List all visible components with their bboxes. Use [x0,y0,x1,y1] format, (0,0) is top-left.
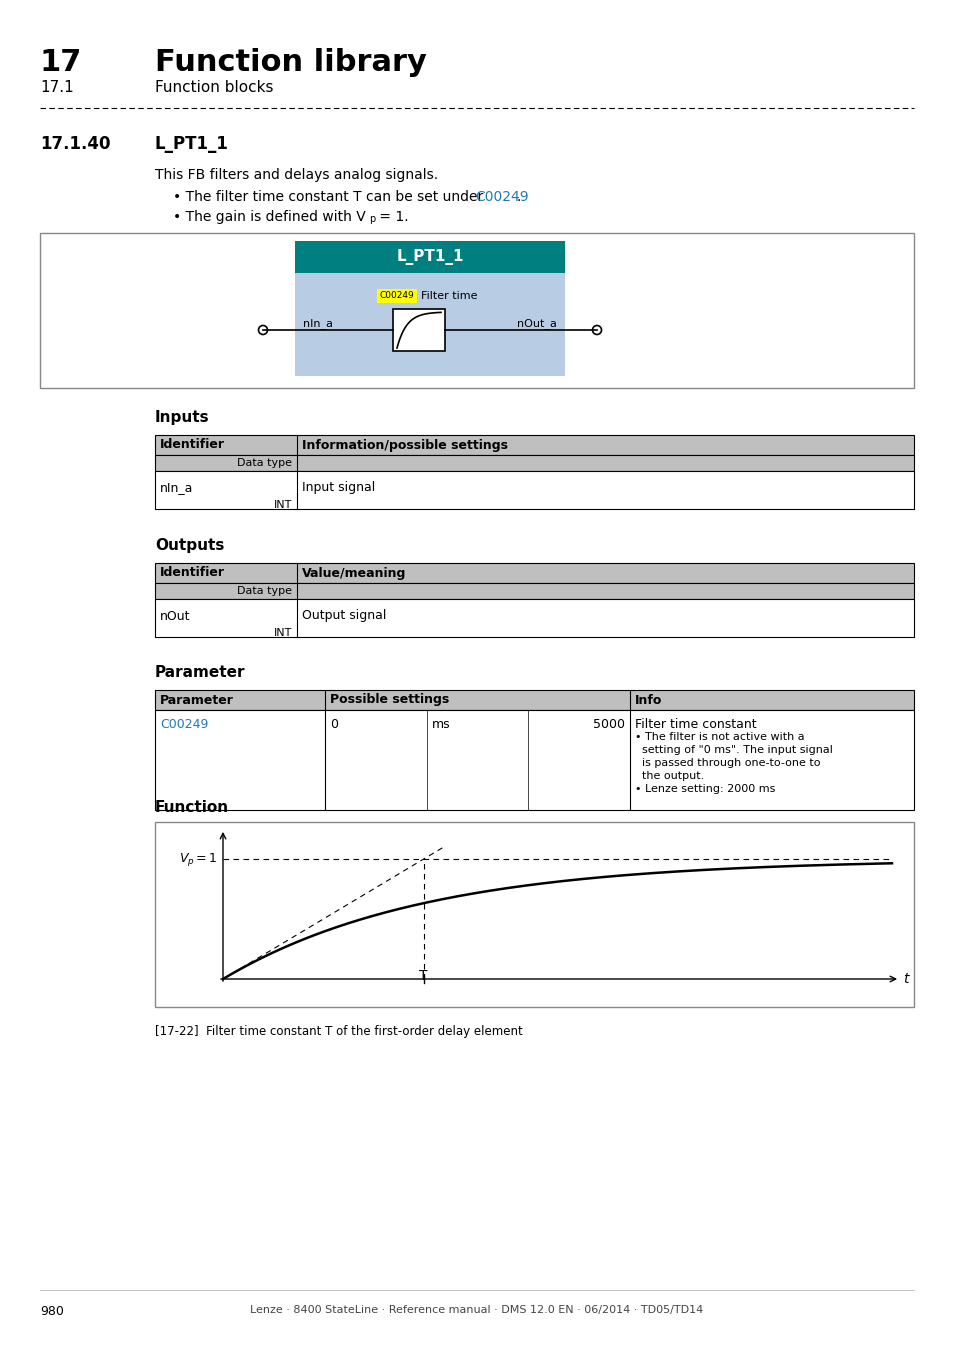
Text: Output signal: Output signal [302,609,386,622]
Text: the output.: the output. [635,771,703,782]
Text: Data type: Data type [236,458,292,468]
Text: Outputs: Outputs [154,539,224,553]
Text: INT: INT [274,628,292,639]
Text: Function blocks: Function blocks [154,80,274,94]
Text: 17.1: 17.1 [40,80,73,94]
Text: Parameter: Parameter [160,694,233,706]
Text: nOut: nOut [160,609,191,622]
Text: Identifier: Identifier [160,439,225,451]
Text: 5000: 5000 [593,718,624,730]
Text: Filter time constant: Filter time constant [635,718,756,730]
Text: .: . [517,190,521,204]
Bar [154,690,913,710]
Text: • Lenze setting: 2000 ms: • Lenze setting: 2000 ms [635,784,775,794]
Text: Data type: Data type [236,586,292,595]
Text: = 1.: = 1. [375,211,408,224]
Text: Identifier: Identifier [160,567,225,579]
Bar [294,242,564,273]
Bar [154,471,913,509]
Text: Info: Info [635,694,661,706]
Bar [154,455,913,471]
Text: p: p [369,215,375,224]
Text: INT: INT [274,500,292,510]
Text: • The filter time constant T can be set under: • The filter time constant T can be set … [172,190,487,204]
Text: Function library: Function library [154,49,426,77]
Text: L_PT1_1: L_PT1_1 [395,248,463,265]
Text: T: T [419,969,428,983]
Text: nIn_a: nIn_a [303,319,333,329]
Text: 17.1.40: 17.1.40 [40,135,111,153]
Text: Information/possible settings: Information/possible settings [302,439,507,451]
Text: 17: 17 [40,49,82,77]
Text: C00249: C00249 [475,190,528,204]
Bar [40,234,913,387]
Text: Lenze · 8400 StateLine · Reference manual · DMS 12.0 EN · 06/2014 · TD05/TD14: Lenze · 8400 StateLine · Reference manua… [250,1305,703,1315]
Text: ms: ms [431,718,450,730]
Bar [154,563,913,583]
Text: $V_p = 1$: $V_p = 1$ [179,850,218,868]
Text: nIn_a: nIn_a [160,482,193,494]
Bar [393,309,444,351]
Bar [294,273,564,377]
Text: Parameter: Parameter [154,666,245,680]
Bar [154,710,913,810]
Text: Filter time: Filter time [420,292,477,301]
Text: is passed through one-to-one to: is passed through one-to-one to [635,757,820,768]
Text: Value/meaning: Value/meaning [302,567,406,579]
Text: t: t [902,972,907,986]
Text: Function: Function [154,801,229,815]
Text: 980: 980 [40,1305,64,1318]
Text: setting of "0 ms". The input signal: setting of "0 ms". The input signal [635,745,832,755]
Text: nOut_a: nOut_a [517,319,557,329]
Text: [17-22]  Filter time constant T of the first-order delay element: [17-22] Filter time constant T of the fi… [154,1025,522,1038]
Text: C00249: C00249 [160,718,208,730]
Text: L_PT1_1: L_PT1_1 [154,135,229,153]
Text: • The filter is not active with a: • The filter is not active with a [635,732,803,742]
Bar [154,599,913,637]
Bar [154,435,913,455]
Text: Input signal: Input signal [302,482,375,494]
Bar [154,583,913,599]
Text: Inputs: Inputs [154,410,210,425]
Bar [376,289,416,302]
Text: C00249: C00249 [379,292,414,301]
Text: This FB filters and delays analog signals.: This FB filters and delays analog signal… [154,167,437,182]
Bar [154,822,913,1007]
Text: • The gain is defined with V: • The gain is defined with V [172,211,365,224]
Text: Possible settings: Possible settings [330,694,449,706]
Text: 0: 0 [330,718,337,730]
